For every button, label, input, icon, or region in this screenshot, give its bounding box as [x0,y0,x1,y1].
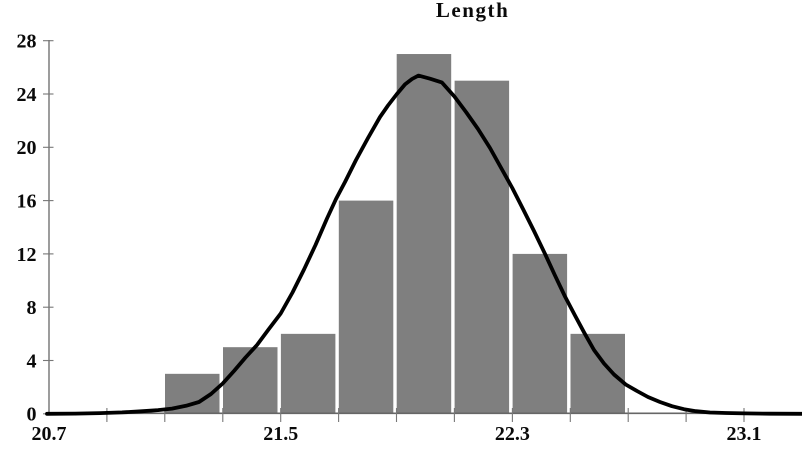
svg-text:16: 16 [17,191,37,213]
svg-text:22.3: 22.3 [495,423,530,445]
svg-text:12: 12 [17,244,37,266]
svg-text:Length: Length [436,0,509,22]
svg-text:23.1: 23.1 [727,423,762,445]
svg-text:4: 4 [27,350,37,372]
svg-text:28: 28 [17,31,37,53]
svg-text:24: 24 [17,84,37,106]
svg-text:8: 8 [27,297,37,319]
svg-text:21.5: 21.5 [263,423,298,445]
svg-text:20.7: 20.7 [32,423,67,445]
svg-text:20: 20 [17,137,37,159]
svg-text:0: 0 [27,404,37,426]
